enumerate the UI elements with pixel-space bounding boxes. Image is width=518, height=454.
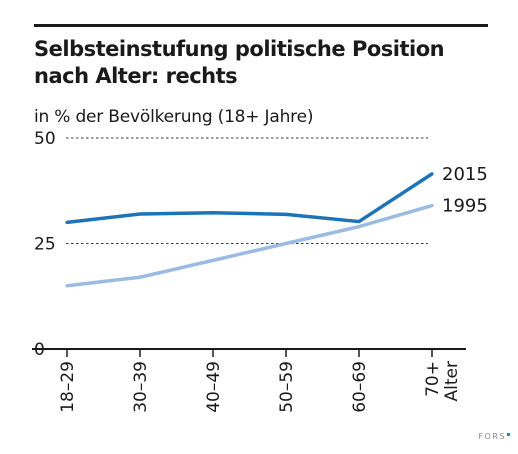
data-point-1995-1 xyxy=(138,275,142,279)
data-point-1995-4 xyxy=(357,225,361,229)
x-tick-label-4: 60–69 xyxy=(350,361,370,413)
data-point-2015-0 xyxy=(65,220,69,224)
x-tick-label-5: 70+ xyxy=(423,361,443,397)
data-point-1995-3 xyxy=(284,241,288,246)
data-point-1995-5 xyxy=(430,203,434,208)
data-point-2015-5 xyxy=(430,172,434,176)
chart-title-line-1: Selbsteinstufung politische Position xyxy=(34,37,445,61)
chart-subtitle: in % der Bevölkerung (18+ Jahre) xyxy=(34,107,314,127)
fors-logo-dot xyxy=(507,433,510,436)
data-point-2015-4 xyxy=(357,219,361,224)
data-point-2015-2 xyxy=(211,211,215,215)
y-tick-label-25: 25 xyxy=(34,235,56,255)
series-line-1995 xyxy=(66,203,433,288)
top-rule xyxy=(34,24,488,27)
series-label-1995: 1995 xyxy=(442,196,488,217)
y-tick-label-50: 50 xyxy=(34,129,56,149)
data-point-2015-3 xyxy=(284,212,288,216)
x-axis-title: Alter xyxy=(442,361,462,401)
x-tick-label-2: 40–49 xyxy=(204,361,224,413)
data-point-1995-0 xyxy=(65,284,69,288)
chart-title: Selbsteinstufung politische Position nac… xyxy=(34,36,504,90)
x-tick-label-3: 50–59 xyxy=(277,361,297,413)
series-line-2015 xyxy=(66,172,433,225)
fors-logo: FORS xyxy=(478,432,510,441)
fors-logo-text: FORS xyxy=(478,432,506,441)
data-point-1995-2 xyxy=(211,258,215,262)
series-label-2015: 2015 xyxy=(442,164,488,185)
data-point-2015-1 xyxy=(138,212,142,216)
x-tick-label-0: 18–29 xyxy=(58,361,78,413)
chart-title-line-2: nach Alter: rechts xyxy=(34,64,238,88)
x-tick-label-1: 30–39 xyxy=(131,361,151,413)
